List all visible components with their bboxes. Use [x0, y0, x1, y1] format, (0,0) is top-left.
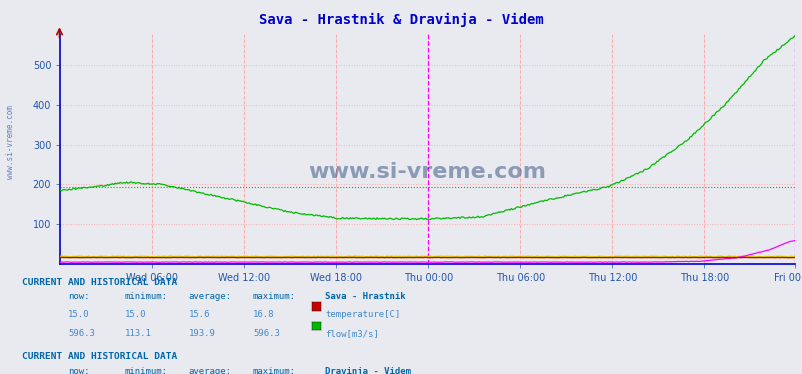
- Text: Sava - Hrastnik: Sava - Hrastnik: [325, 292, 405, 301]
- Text: CURRENT AND HISTORICAL DATA: CURRENT AND HISTORICAL DATA: [22, 278, 177, 286]
- Text: average:: average:: [188, 367, 232, 374]
- Text: CURRENT AND HISTORICAL DATA: CURRENT AND HISTORICAL DATA: [22, 352, 177, 361]
- Text: Sava - Hrastnik & Dravinja - Videm: Sava - Hrastnik & Dravinja - Videm: [259, 13, 543, 27]
- Text: 596.3: 596.3: [253, 329, 279, 338]
- Text: average:: average:: [188, 292, 232, 301]
- Text: 113.1: 113.1: [124, 329, 151, 338]
- Text: flow[m3/s]: flow[m3/s]: [325, 329, 379, 338]
- Text: 15.6: 15.6: [188, 310, 210, 319]
- Text: 15.0: 15.0: [124, 310, 146, 319]
- Text: 193.9: 193.9: [188, 329, 215, 338]
- Text: 15.0: 15.0: [68, 310, 90, 319]
- Text: www.si-vreme.com: www.si-vreme.com: [308, 162, 546, 182]
- Text: minimum:: minimum:: [124, 292, 168, 301]
- Text: www.si-vreme.com: www.si-vreme.com: [6, 105, 15, 179]
- Text: maximum:: maximum:: [253, 367, 296, 374]
- Text: maximum:: maximum:: [253, 292, 296, 301]
- Text: temperature[C]: temperature[C]: [325, 310, 400, 319]
- Text: 596.3: 596.3: [68, 329, 95, 338]
- Text: Dravinja - Videm: Dravinja - Videm: [325, 367, 411, 374]
- Text: now:: now:: [68, 292, 90, 301]
- Text: 16.8: 16.8: [253, 310, 274, 319]
- Text: minimum:: minimum:: [124, 367, 168, 374]
- Text: now:: now:: [68, 367, 90, 374]
